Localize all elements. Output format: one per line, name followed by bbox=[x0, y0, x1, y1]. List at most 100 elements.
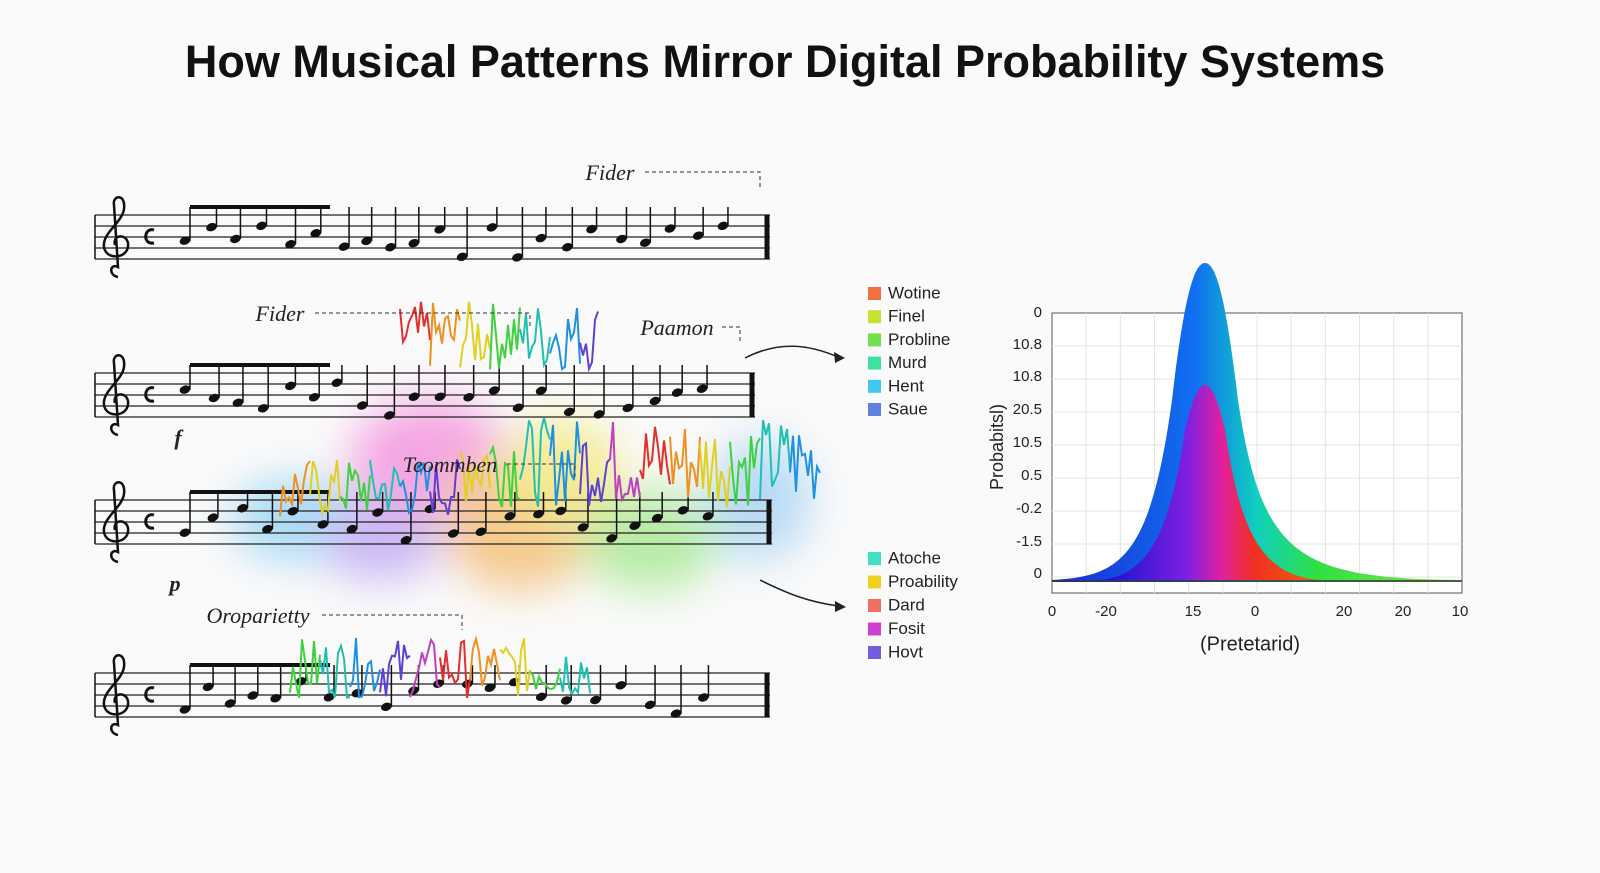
note-head bbox=[535, 233, 547, 243]
note-head bbox=[639, 238, 651, 247]
waveform bbox=[639, 426, 671, 485]
waveform bbox=[399, 301, 431, 346]
legend-label: Proability bbox=[888, 572, 958, 591]
dynamic: p bbox=[168, 571, 181, 596]
waveform bbox=[549, 421, 581, 506]
color-wash bbox=[230, 400, 810, 590]
note-head bbox=[237, 504, 248, 513]
note-head bbox=[179, 385, 191, 394]
waveform bbox=[529, 668, 561, 691]
note-head bbox=[561, 242, 573, 252]
note-head bbox=[555, 506, 567, 516]
legend-label: Probline bbox=[888, 330, 950, 349]
note-head bbox=[586, 224, 597, 234]
inner-curve bbox=[1100, 385, 1320, 580]
outer-curve bbox=[1052, 263, 1462, 582]
note-head bbox=[285, 240, 296, 249]
legend-label: Atoche bbox=[888, 548, 941, 567]
note-head bbox=[563, 407, 575, 417]
note-head bbox=[698, 693, 709, 702]
note-head bbox=[381, 702, 392, 712]
note-head bbox=[692, 231, 704, 240]
note-head bbox=[622, 403, 634, 413]
arrow-head bbox=[835, 601, 846, 612]
waveform bbox=[669, 429, 701, 498]
note-head bbox=[310, 229, 322, 238]
note-head bbox=[323, 693, 335, 702]
plot: (Pretetarid) Probabitsl) 0 10.8 10.8 20.5 10… bbox=[987, 263, 1468, 655]
note-head bbox=[207, 513, 219, 522]
note-head bbox=[615, 681, 627, 690]
waveform bbox=[409, 637, 441, 698]
note-head bbox=[590, 695, 601, 705]
legend-swatch bbox=[868, 379, 881, 393]
legend-swatch bbox=[868, 599, 881, 612]
waveform bbox=[789, 435, 821, 499]
waveform bbox=[289, 639, 321, 699]
y-tick-label: -1.5 bbox=[1016, 533, 1042, 550]
note-head bbox=[224, 699, 236, 708]
y-tick-label: 0.5 bbox=[1021, 467, 1042, 484]
arrow bbox=[744, 345, 839, 359]
y-tick-label: 10.8 bbox=[1013, 368, 1042, 385]
annotation-bracket bbox=[645, 171, 761, 187]
annotation: Teommben bbox=[403, 452, 498, 477]
note-head bbox=[361, 236, 373, 246]
note-head bbox=[257, 404, 269, 413]
note-head bbox=[475, 527, 487, 536]
note-head bbox=[447, 529, 459, 538]
waveform bbox=[519, 308, 551, 369]
x-tick-label: 20 bbox=[1336, 603, 1353, 620]
note-head bbox=[433, 679, 444, 688]
legend-label: Dard bbox=[888, 595, 925, 614]
note-head bbox=[256, 221, 267, 231]
annotation-bracket bbox=[315, 312, 531, 328]
legend-swatch bbox=[868, 403, 881, 416]
note-head bbox=[206, 222, 217, 232]
note-head bbox=[346, 524, 358, 534]
legend-swatch bbox=[868, 287, 881, 300]
note-head bbox=[670, 709, 682, 718]
note-head bbox=[677, 506, 689, 515]
waveform bbox=[489, 303, 521, 370]
title: How Musical Patterns Mirror Digital Prob… bbox=[185, 36, 1385, 87]
score: Fider Fider Paamon Teommben Oroparietty f p bbox=[94, 160, 846, 737]
legend-label: Saue bbox=[888, 399, 928, 418]
note-head bbox=[356, 401, 368, 410]
note-head bbox=[629, 521, 641, 530]
note-head bbox=[434, 225, 446, 234]
x-axis-label: (Pretetarid) bbox=[1200, 633, 1300, 655]
waveform bbox=[349, 638, 381, 699]
y-tick-label: 10.8 bbox=[1013, 336, 1042, 353]
waveform bbox=[489, 444, 521, 508]
waveform bbox=[519, 417, 551, 507]
annotation: Fider bbox=[255, 301, 305, 326]
note-head bbox=[649, 396, 661, 406]
legend-swatch bbox=[868, 552, 881, 565]
waveform bbox=[459, 301, 491, 368]
legend-swatch bbox=[868, 356, 881, 370]
waveform bbox=[339, 462, 371, 511]
note-head bbox=[696, 384, 708, 393]
waveform bbox=[579, 441, 611, 506]
annotation: Paamon bbox=[639, 315, 713, 340]
waveform bbox=[319, 642, 351, 699]
legend-label: Fosit bbox=[888, 619, 925, 638]
note-head bbox=[179, 705, 191, 714]
legend-swatch bbox=[868, 310, 881, 324]
waveform bbox=[559, 656, 591, 697]
note-head bbox=[408, 238, 420, 248]
note-head bbox=[372, 508, 383, 517]
waveform bbox=[399, 462, 431, 515]
note-head bbox=[664, 224, 676, 233]
note-head bbox=[385, 242, 396, 252]
note-head bbox=[717, 221, 729, 231]
time-signature bbox=[144, 513, 155, 530]
note-head bbox=[400, 536, 412, 545]
waveform bbox=[369, 460, 401, 511]
legend-swatch bbox=[868, 622, 881, 636]
x-tick-label: 0 bbox=[1048, 603, 1056, 620]
waveform bbox=[309, 459, 341, 517]
